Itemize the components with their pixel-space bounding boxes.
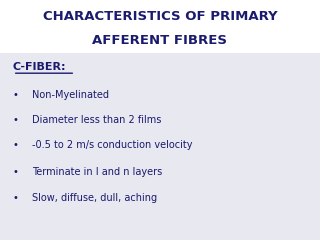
Text: Slow, diffuse, dull, aching: Slow, diffuse, dull, aching	[32, 193, 157, 203]
Text: Non-Myelinated: Non-Myelinated	[32, 90, 109, 100]
Text: Diameter less than 2 films: Diameter less than 2 films	[32, 115, 161, 125]
Text: -0.5 to 2 m/s conduction velocity: -0.5 to 2 m/s conduction velocity	[32, 140, 193, 150]
FancyBboxPatch shape	[0, 53, 320, 240]
Text: Terminate in I and n layers: Terminate in I and n layers	[32, 167, 162, 177]
Text: C-FIBER:: C-FIBER:	[13, 62, 66, 72]
Text: •: •	[13, 167, 19, 177]
Text: •: •	[13, 115, 19, 125]
FancyBboxPatch shape	[0, 0, 320, 53]
Text: AFFERENT FIBRES: AFFERENT FIBRES	[92, 34, 228, 47]
Text: •: •	[13, 90, 19, 100]
Text: •: •	[13, 193, 19, 203]
Text: •: •	[13, 140, 19, 150]
Text: CHARACTERISTICS OF PRIMARY: CHARACTERISTICS OF PRIMARY	[43, 10, 277, 23]
